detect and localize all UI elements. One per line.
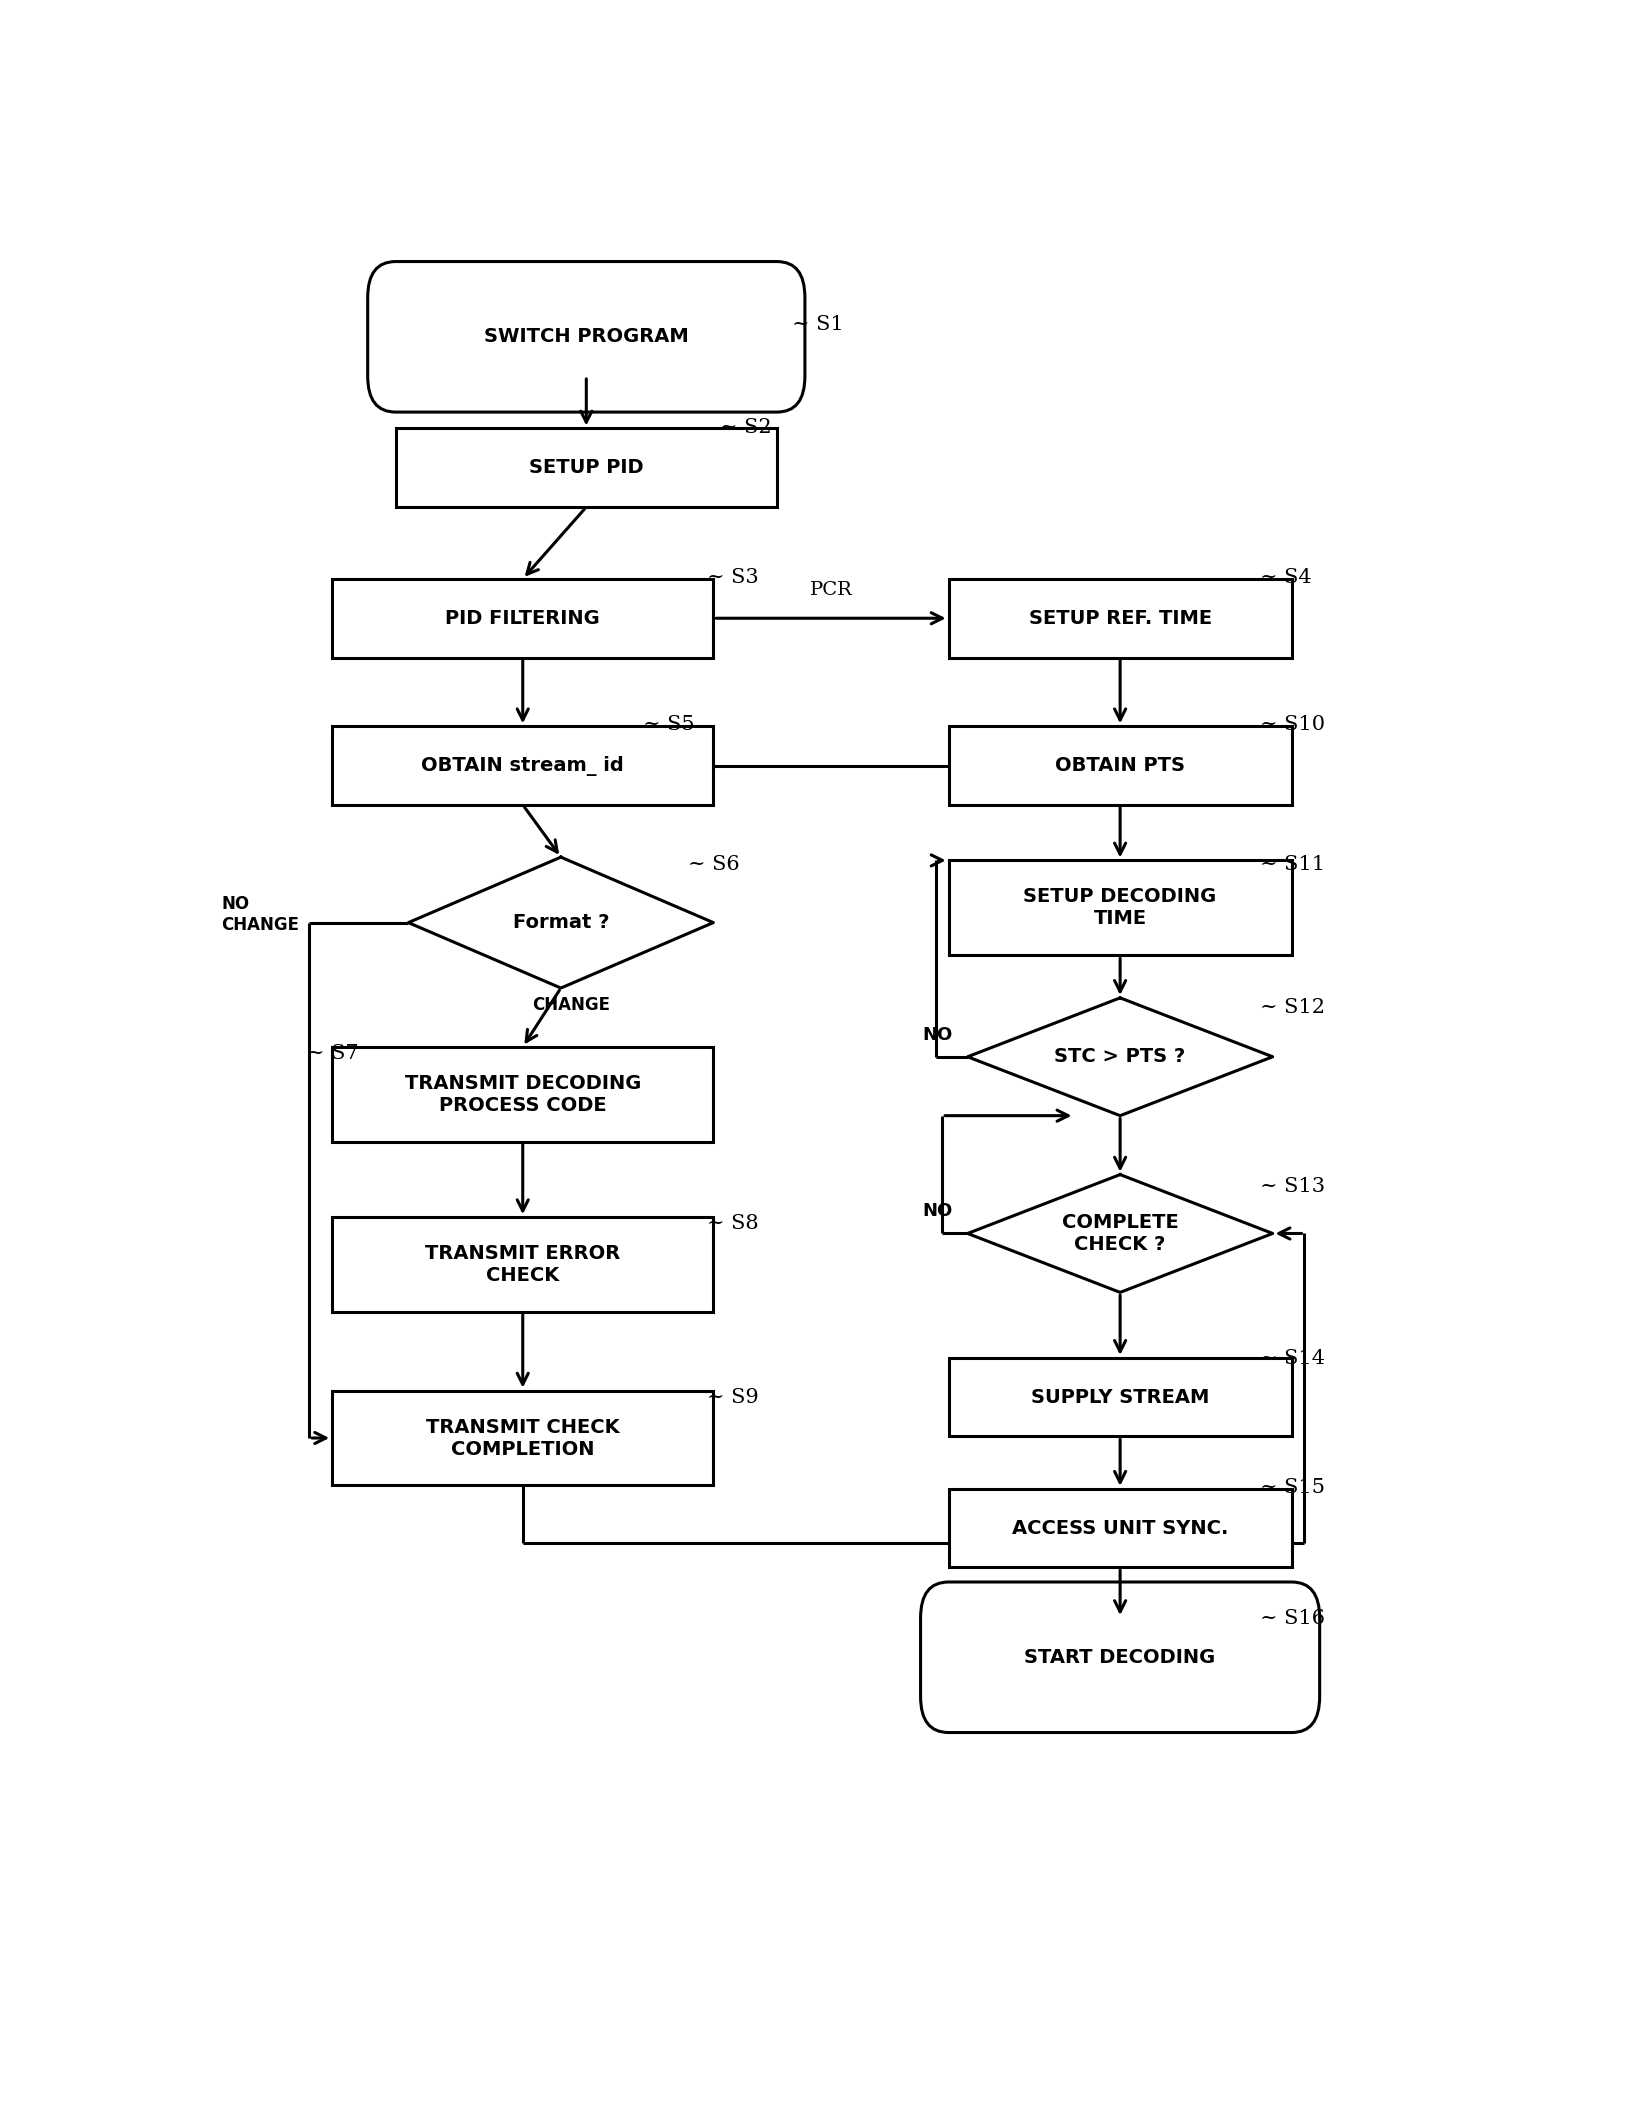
- Text: SETUP PID: SETUP PID: [529, 459, 642, 478]
- Text: TRANSMIT DECODING
PROCESS CODE: TRANSMIT DECODING PROCESS CODE: [405, 1073, 641, 1116]
- Text: COMPLETE
CHECK ?: COMPLETE CHECK ?: [1060, 1213, 1178, 1254]
- Text: PCR: PCR: [810, 580, 852, 599]
- Text: NO: NO: [921, 1203, 952, 1220]
- Polygon shape: [408, 856, 713, 988]
- Text: TRANSMIT ERROR
CHECK: TRANSMIT ERROR CHECK: [425, 1243, 620, 1286]
- Text: NO: NO: [921, 1026, 952, 1043]
- Text: ~ S9: ~ S9: [706, 1388, 759, 1407]
- Text: ~ S1: ~ S1: [792, 314, 844, 334]
- Text: OBTAIN PTS: OBTAIN PTS: [1054, 756, 1185, 776]
- Polygon shape: [967, 1175, 1272, 1292]
- Polygon shape: [967, 999, 1272, 1116]
- Text: ~ S8: ~ S8: [706, 1216, 759, 1232]
- Text: ~ S16: ~ S16: [1259, 1609, 1324, 1628]
- FancyBboxPatch shape: [919, 1581, 1319, 1732]
- Text: ACCESS UNIT SYNC.: ACCESS UNIT SYNC.: [1011, 1519, 1228, 1538]
- Text: TRANSMIT CHECK
COMPLETION: TRANSMIT CHECK COMPLETION: [426, 1417, 620, 1458]
- Text: ~ S11: ~ S11: [1259, 854, 1324, 873]
- Text: ~ S15: ~ S15: [1259, 1477, 1324, 1496]
- Text: ~ S3: ~ S3: [706, 567, 759, 586]
- Text: ~ S4: ~ S4: [1259, 567, 1311, 586]
- Text: NO
CHANGE: NO CHANGE: [221, 895, 298, 933]
- Text: ~ S5: ~ S5: [642, 716, 695, 735]
- Bar: [947, 861, 1292, 956]
- Bar: [331, 578, 713, 657]
- Bar: [395, 429, 777, 508]
- Text: CHANGE: CHANGE: [531, 997, 610, 1014]
- FancyBboxPatch shape: [367, 261, 805, 412]
- Bar: [947, 727, 1292, 805]
- Text: SUPPLY STREAM: SUPPLY STREAM: [1031, 1388, 1208, 1407]
- Bar: [331, 1390, 713, 1485]
- Text: SETUP REF. TIME: SETUP REF. TIME: [1028, 608, 1211, 627]
- Bar: [947, 1358, 1292, 1436]
- Text: SETUP DECODING
TIME: SETUP DECODING TIME: [1023, 888, 1216, 929]
- Text: ~ S13: ~ S13: [1259, 1177, 1324, 1196]
- Bar: [331, 1048, 713, 1141]
- Text: ~ S2: ~ S2: [720, 419, 770, 436]
- Bar: [331, 727, 713, 805]
- Text: OBTAIN stream_ id: OBTAIN stream_ id: [421, 756, 624, 776]
- Bar: [947, 1490, 1292, 1568]
- Text: SWITCH PROGRAM: SWITCH PROGRAM: [484, 327, 688, 346]
- Text: ~ S10: ~ S10: [1259, 716, 1324, 735]
- Text: ~ S12: ~ S12: [1259, 999, 1324, 1018]
- Text: START DECODING: START DECODING: [1024, 1647, 1214, 1666]
- Text: STC > PTS ?: STC > PTS ?: [1054, 1048, 1185, 1067]
- Text: PID FILTERING: PID FILTERING: [446, 608, 600, 627]
- Bar: [947, 578, 1292, 657]
- Text: Format ?: Format ?: [513, 914, 608, 933]
- Text: ~ S7: ~ S7: [306, 1043, 357, 1062]
- Text: ~ S6: ~ S6: [688, 854, 739, 873]
- Text: ~ S14: ~ S14: [1259, 1349, 1324, 1368]
- Bar: [331, 1218, 713, 1311]
